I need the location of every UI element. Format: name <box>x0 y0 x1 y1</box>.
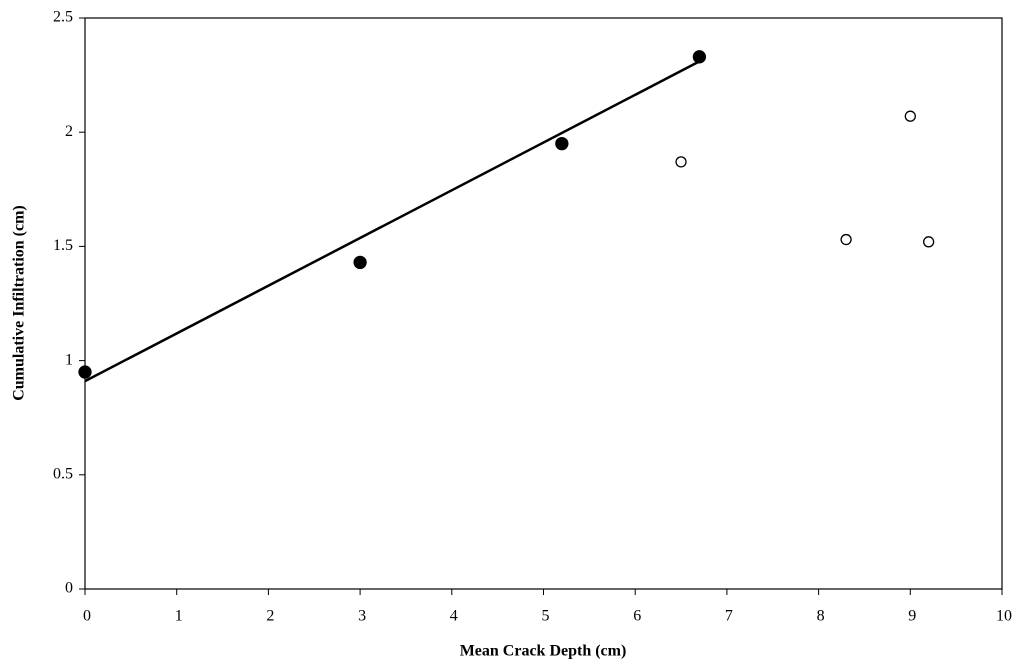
y-tick-label: 0.5 <box>53 465 73 482</box>
point <box>353 255 367 270</box>
point <box>904 110 916 122</box>
x-tick-label: 6 <box>633 608 641 625</box>
point <box>675 156 687 168</box>
y-tick-label: 0 <box>65 580 73 597</box>
x-tick-label: 1 <box>175 608 183 625</box>
y-tick-label: 1 <box>65 351 73 368</box>
x-tick-label: 0 <box>83 608 91 625</box>
point <box>840 233 852 246</box>
y-axis-title: Cumulative Infiltration (cm) <box>11 205 28 401</box>
x-tick-label: 9 <box>908 608 916 625</box>
point <box>692 50 707 64</box>
x-tick-label: 3 <box>358 608 366 625</box>
point <box>922 236 935 248</box>
x-tick-label: 8 <box>817 608 825 625</box>
x-tick-label: 10 <box>996 608 1012 625</box>
y-tick-label: 1.5 <box>53 237 73 254</box>
plot-frame <box>84 17 1003 590</box>
y-tick-label: 2.5 <box>53 9 73 26</box>
x-tick-label: 4 <box>450 608 458 625</box>
x-tick-label: 2 <box>266 608 274 625</box>
x-axis-title: Mean Crack Depth (cm) <box>460 643 627 660</box>
x-tick-label: 7 <box>725 608 733 625</box>
x-tick-label: 5 <box>542 608 550 625</box>
y-tick-label: 2 <box>65 123 73 140</box>
point <box>555 136 569 151</box>
trend-line <box>84 60 700 383</box>
point <box>78 365 92 379</box>
